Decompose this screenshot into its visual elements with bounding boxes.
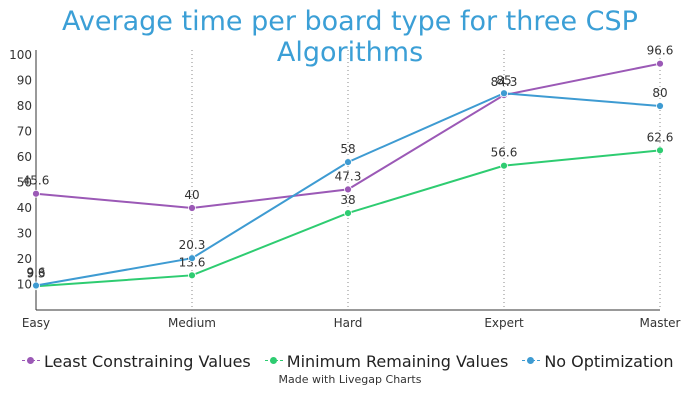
legend-label: No Optimization	[544, 351, 674, 371]
y-tick-label: 50	[17, 176, 32, 190]
data-label: 45.6	[23, 174, 50, 188]
data-point	[344, 158, 352, 167]
legend-marker-icon	[22, 356, 40, 366]
x-tick-label: Hard	[334, 316, 363, 330]
data-label: 20.3	[179, 238, 206, 252]
y-tick-label: 40	[17, 201, 32, 215]
data-point	[344, 185, 352, 194]
data-label: 13.6	[179, 255, 206, 269]
data-point	[188, 271, 196, 280]
y-tick-label: 70	[17, 125, 32, 139]
x-tick-label: Medium	[168, 316, 216, 330]
y-tick-label: 30	[17, 227, 32, 241]
data-label: 80	[652, 86, 667, 100]
credit-text[interactable]: Made with Livegap Charts	[278, 373, 422, 386]
data-point	[656, 102, 664, 110]
legend-item-lcv[interactable]: Least Constraining Values	[22, 352, 251, 371]
legend-label: Minimum Remaining Values	[286, 351, 509, 371]
y-tick-label: 10	[17, 278, 32, 292]
data-label: 85	[496, 73, 511, 87]
y-tick-label: 90	[17, 74, 32, 88]
chart-title: Average time per board type for three CS…	[62, 6, 638, 68]
x-tick-label: Expert	[484, 316, 524, 330]
data-point	[344, 209, 352, 218]
data-label: 40	[184, 188, 199, 202]
legend-item-mrv[interactable]: Minimum Remaining Values	[264, 351, 509, 371]
data-point	[188, 254, 196, 263]
data-label: 9.3	[26, 266, 45, 280]
data-label: 38	[340, 193, 355, 207]
data-point	[500, 161, 508, 170]
data-point	[656, 146, 664, 155]
data-point	[32, 189, 40, 198]
data-label: 58	[340, 142, 355, 156]
y-tick-label: 60	[17, 150, 32, 164]
legend-marker-icon	[264, 356, 283, 366]
data-label: 47.3	[335, 169, 362, 183]
y-tick-label: 20	[17, 252, 32, 266]
x-tick-label: Master	[640, 316, 681, 330]
legend-marker-icon	[522, 356, 541, 366]
legend: Least Constraining Values Minimum Remain…	[22, 350, 692, 372]
x-tick-label: Easy	[22, 316, 50, 330]
data-point	[188, 204, 196, 212]
y-tick-label: 100	[9, 48, 32, 62]
data-label: 9.6	[26, 266, 45, 280]
data-label: 62.6	[647, 130, 674, 144]
data-point	[32, 281, 40, 290]
data-label: 84.3	[491, 75, 518, 89]
y-tick-label: 80	[17, 99, 32, 113]
data-label: 96.6	[647, 44, 674, 58]
data-point	[500, 89, 508, 98]
data-point	[656, 59, 664, 68]
legend-label: Least Constraining Values	[44, 351, 251, 371]
legend-item-no-opt[interactable]: No Optimization	[522, 351, 674, 371]
data-label: 56.6	[491, 146, 518, 160]
